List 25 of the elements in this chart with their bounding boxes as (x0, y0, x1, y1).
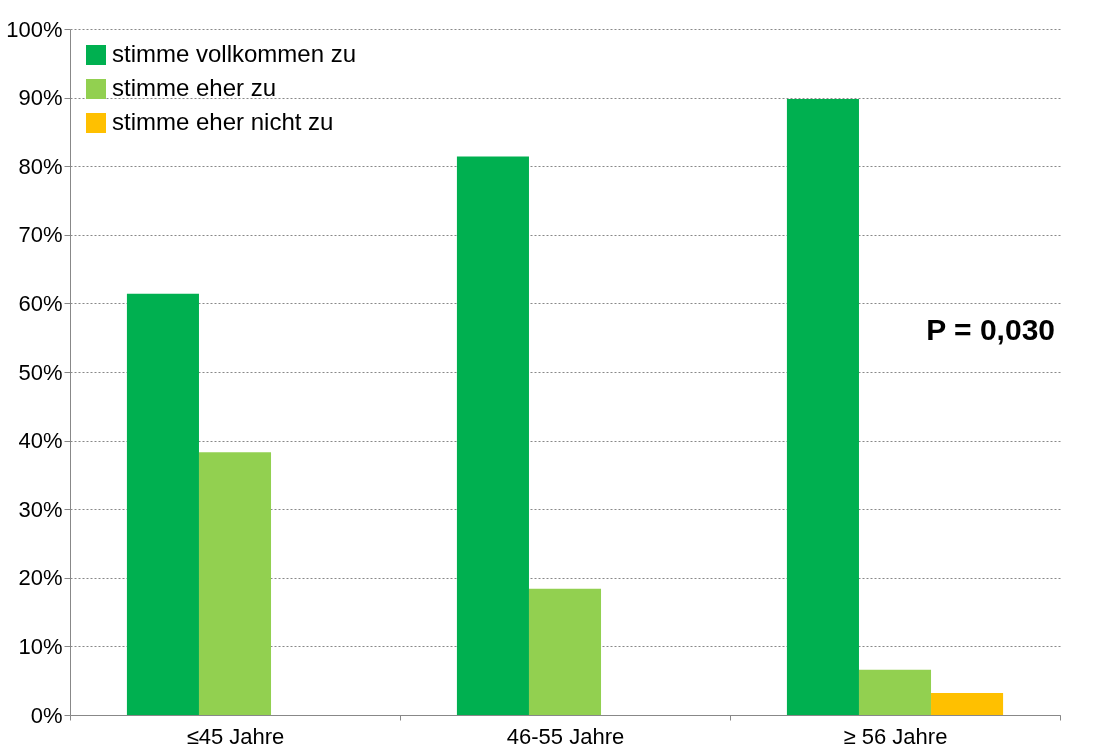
y-tick-label: 90% (18, 85, 63, 111)
legend-label: stimme eher nicht zu (112, 108, 334, 135)
y-tick-label: 40% (18, 428, 63, 454)
x-tick-label: 46-55 Jahre (506, 723, 625, 749)
y-tick-label: 20% (18, 565, 63, 591)
y-tick-label: 50% (18, 359, 63, 385)
bar (126, 293, 199, 715)
bar (931, 693, 1004, 715)
bar (858, 669, 932, 715)
bar (528, 588, 602, 715)
bar (198, 452, 272, 715)
legend-label: stimme vollkommen zu (112, 40, 357, 67)
annotation: P = 0,030 (926, 312, 1055, 346)
y-tick-label: 30% (18, 496, 63, 522)
y-tick-label: 10% (18, 633, 63, 659)
y-tick-label: 60% (18, 290, 63, 316)
bar (456, 156, 529, 715)
x-tick-label: ≤45 Jahre (186, 723, 285, 749)
x-tick-label: ≥ 56 Jahre (843, 723, 948, 749)
bar (786, 98, 859, 715)
y-tick-label: 80% (18, 153, 63, 179)
y-tick-label: 70% (18, 222, 63, 248)
legend-label: stimme eher zu (112, 74, 277, 101)
y-tick-label: 100% (6, 16, 63, 42)
y-tick-label: 0% (30, 702, 63, 728)
